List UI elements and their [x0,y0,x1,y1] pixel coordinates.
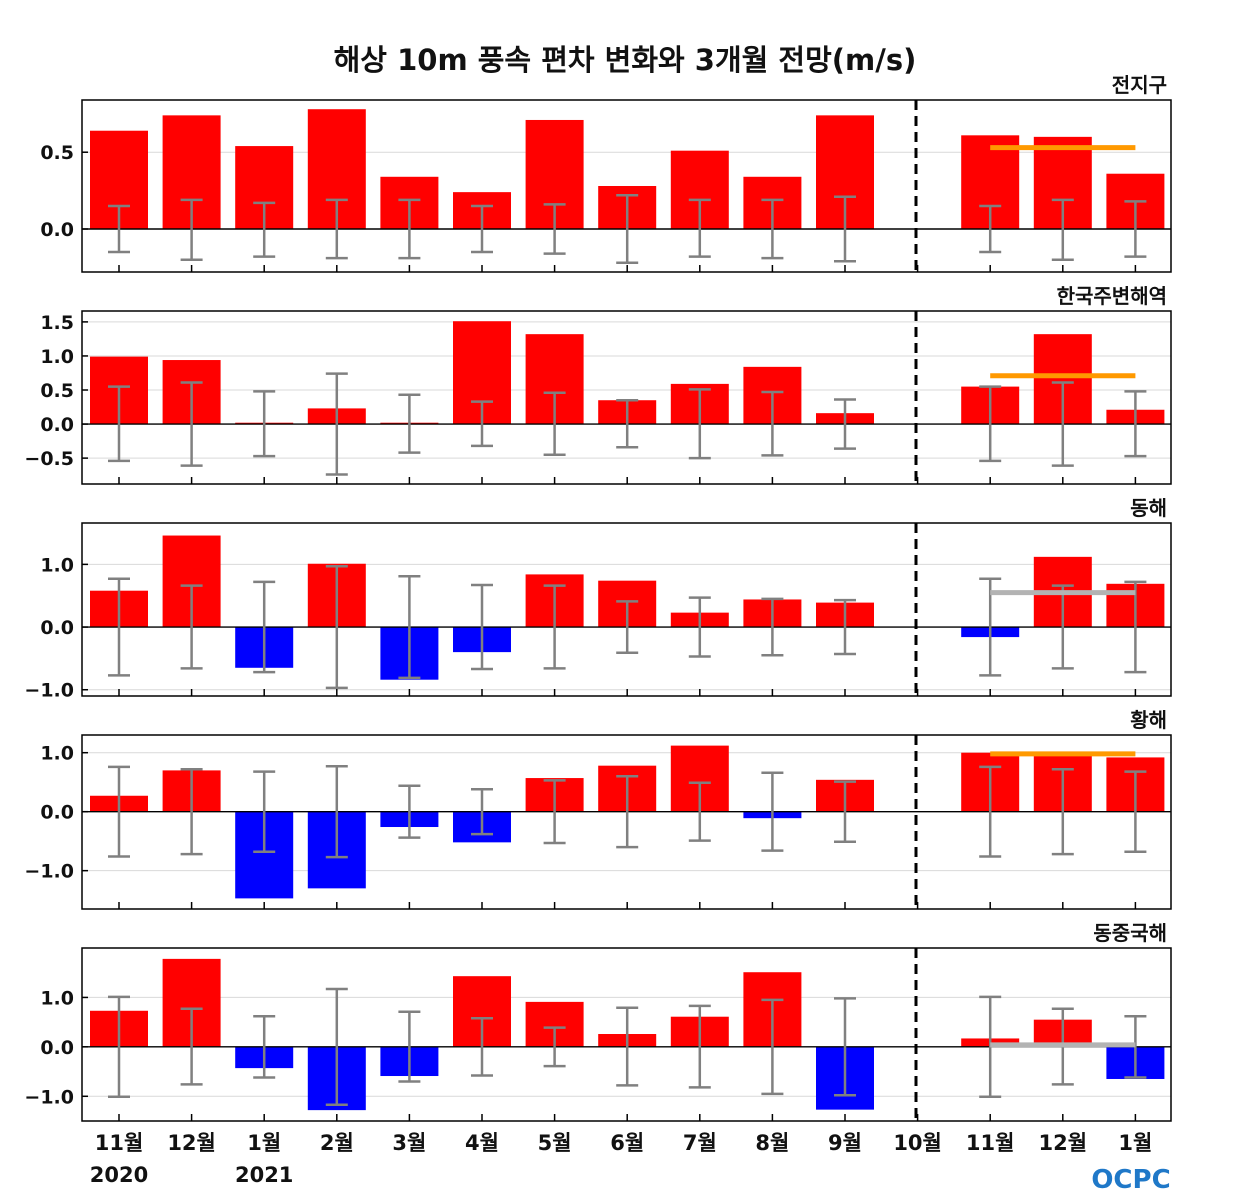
x-axis-labels: 11월 12월 1월 2월 3월 4월 5월 6월 7월 8월 9월 10월 11월 12월 1월 2020 2… [90,1131,1153,1187]
y-tick-label: 0.5 [40,380,74,402]
y-tick-label: 1.0 [40,987,74,1009]
y-tick-label: −1.0 [24,680,74,702]
panel-0: 전지구 0.0 0.5 [40,73,1172,273]
panel-title: 전지구 [1112,73,1167,97]
chart-title: 해상 10m 풍속 편차 변화와 3개월 전망(m/s) [334,43,917,77]
y-tick-label: 1.0 [40,346,74,368]
panel-2: 동해 −1.0 0.0 1.0 [24,496,1172,702]
x-tick-label: 3월 [392,1131,426,1155]
x-tick-label: 10월 [893,1131,942,1155]
y-tick-label: −0.5 [24,448,74,470]
panel-title: 한국주변해역 [1057,284,1167,308]
y-tick-label: 1.5 [40,312,74,334]
panel-1: 한국주변해역 −0.5 0.0 0.5 1.0 1.5 [24,284,1172,485]
x-year-label: 2021 [235,1163,293,1187]
x-tick-label: 4월 [465,1131,499,1155]
y-tick-label: −1.0 [24,861,74,883]
x-tick-label: 1월 [247,1131,281,1155]
y-tick-label: 1.0 [40,743,74,765]
panel-frame [81,310,1172,485]
panel-frame [81,734,1172,910]
x-tick-label: 12월 [167,1131,216,1155]
panel-title: 황해 [1130,708,1167,732]
ocpc-logo: OCPC [1091,1165,1170,1195]
y-tick-label: 0.0 [40,219,74,241]
logo-text: OCPC [1091,1165,1170,1195]
x-tick-label: 8월 [755,1131,789,1155]
x-tick-label: 6월 [610,1131,644,1155]
panel-title: 동해 [1130,496,1167,520]
panels: 전지구 0.0 0.5 한국주변해역 −0.5 0.0 0.5 1.0 1.5 동해 −1.0 0.0… [24,73,1172,1122]
x-tick-label: 1월 [1118,1131,1152,1155]
x-tick-label: 5월 [538,1131,572,1155]
y-tick-label: 0.0 [40,802,74,824]
panel-frame [81,99,1172,273]
x-tick-label: 2월 [320,1131,354,1155]
x-tick-label: 12월 [1039,1131,1088,1155]
y-tick-label: 0.5 [40,142,74,164]
y-tick-label: 1.0 [40,554,74,576]
panel-frame [81,522,1172,697]
x-tick-label: 7월 [683,1131,717,1155]
y-tick-label: 0.0 [40,617,74,639]
x-year-label: 2020 [90,1163,148,1187]
panel-frame [81,947,1172,1122]
panel-4: 동중국해 −1.0 0.0 1.0 [24,921,1172,1122]
y-tick-label: 0.0 [40,1037,74,1059]
x-tick-label: 11월 [95,1131,144,1155]
x-tick-label: 9월 [828,1131,862,1155]
panel-title: 동중국해 [1093,921,1167,945]
y-tick-label: 0.0 [40,414,74,436]
panel-3: 황해 −1.0 0.0 1.0 [24,708,1172,910]
x-tick-label: 11월 [966,1131,1015,1155]
y-tick-label: −1.0 [24,1086,74,1108]
